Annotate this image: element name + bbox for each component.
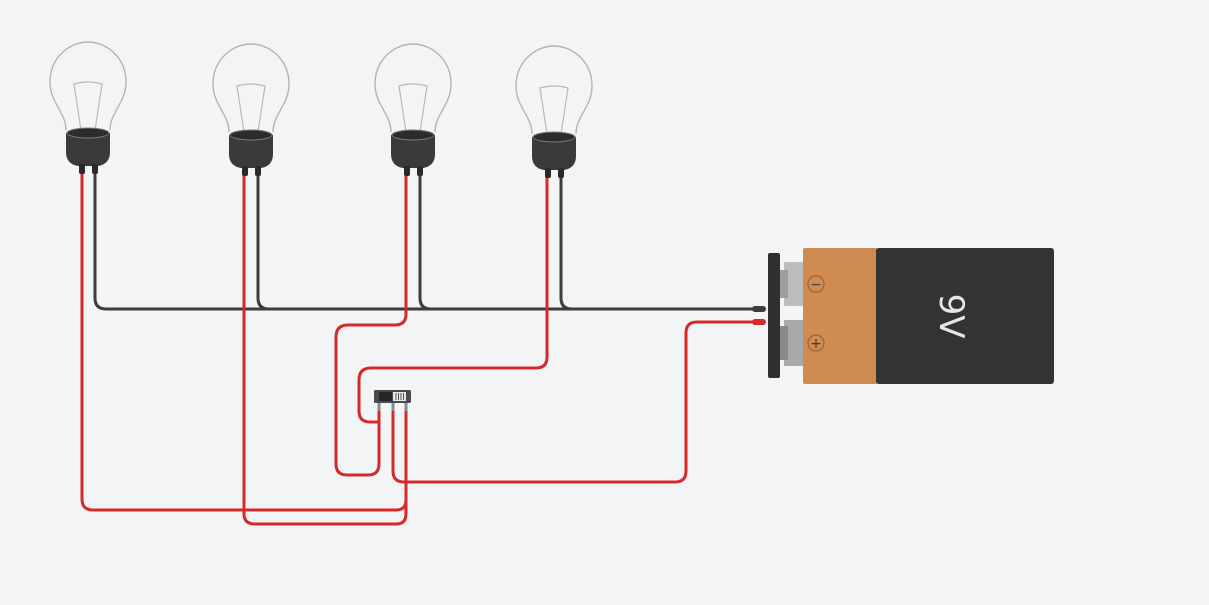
bulb-1[interactable] bbox=[49, 41, 127, 174]
positive-snap-edge bbox=[780, 326, 788, 360]
bulb-glass bbox=[374, 43, 452, 133]
switch-pin[interactable] bbox=[391, 403, 395, 411]
battery-connector-plate bbox=[768, 253, 780, 378]
socket-rim bbox=[532, 131, 576, 143]
black-wire-bulb-1[interactable] bbox=[93, 170, 754, 311]
bulb-filament bbox=[236, 83, 266, 133]
battery-9v[interactable]: − + 9V bbox=[752, 248, 1054, 384]
terminal-pin[interactable] bbox=[417, 166, 423, 176]
socket-rim bbox=[229, 129, 273, 141]
battery-cap bbox=[803, 248, 878, 384]
switch-slider[interactable] bbox=[393, 392, 406, 401]
slide-switch[interactable] bbox=[374, 390, 411, 411]
bulb-socket bbox=[66, 133, 110, 166]
bulb-3[interactable] bbox=[374, 43, 452, 176]
socket-rim bbox=[66, 127, 110, 139]
bulb-glass bbox=[49, 41, 127, 131]
battery-body bbox=[876, 248, 1054, 384]
black-wire-bulb-3[interactable] bbox=[418, 170, 433, 311]
black-wire-bulb-2[interactable] bbox=[256, 170, 271, 311]
bulb-filament bbox=[398, 83, 428, 133]
terminal-pin[interactable] bbox=[92, 164, 98, 174]
red-wire-battery[interactable] bbox=[391, 320, 754, 484]
battery-voltage-label: 9V bbox=[931, 294, 971, 339]
terminal-pin[interactable] bbox=[404, 166, 410, 176]
slider-grip-icon bbox=[395, 393, 404, 400]
switch-pin[interactable] bbox=[404, 403, 408, 411]
positive-terminal-icon bbox=[807, 334, 825, 352]
bulb-filament bbox=[539, 85, 569, 135]
red-wire-bulb-2[interactable] bbox=[242, 170, 408, 526]
bulb-glass bbox=[212, 43, 290, 133]
red-wire-bulb-4[interactable] bbox=[357, 172, 549, 424]
bulb-socket bbox=[391, 135, 435, 168]
bulb-glass bbox=[515, 45, 593, 135]
bulb-socket bbox=[532, 137, 576, 170]
terminal-pin[interactable] bbox=[79, 164, 85, 174]
negative-symbol: − bbox=[810, 277, 822, 293]
bulb-4[interactable] bbox=[515, 45, 593, 178]
positive-snap bbox=[784, 320, 806, 366]
switch-slot bbox=[379, 392, 392, 401]
wires bbox=[80, 170, 754, 526]
red-wire-bulb-3[interactable] bbox=[334, 170, 408, 477]
bulb-2[interactable] bbox=[212, 43, 290, 176]
negative-snap bbox=[784, 262, 806, 306]
terminal-pin[interactable] bbox=[255, 166, 261, 176]
socket-rim bbox=[391, 129, 435, 141]
black-wire-bulb-4[interactable] bbox=[559, 172, 574, 311]
positive-symbol: + bbox=[810, 336, 822, 352]
positive-lead-terminal[interactable] bbox=[752, 319, 766, 325]
bulb-filament bbox=[73, 81, 103, 131]
terminal-pin[interactable] bbox=[242, 166, 248, 176]
negative-snap-edge bbox=[780, 270, 788, 298]
negative-terminal-icon bbox=[807, 275, 825, 293]
terminal-pin[interactable] bbox=[545, 168, 551, 178]
bulb-socket bbox=[229, 135, 273, 168]
terminal-pin[interactable] bbox=[558, 168, 564, 178]
negative-lead-terminal[interactable] bbox=[752, 306, 766, 312]
switch-pin[interactable] bbox=[377, 403, 381, 411]
